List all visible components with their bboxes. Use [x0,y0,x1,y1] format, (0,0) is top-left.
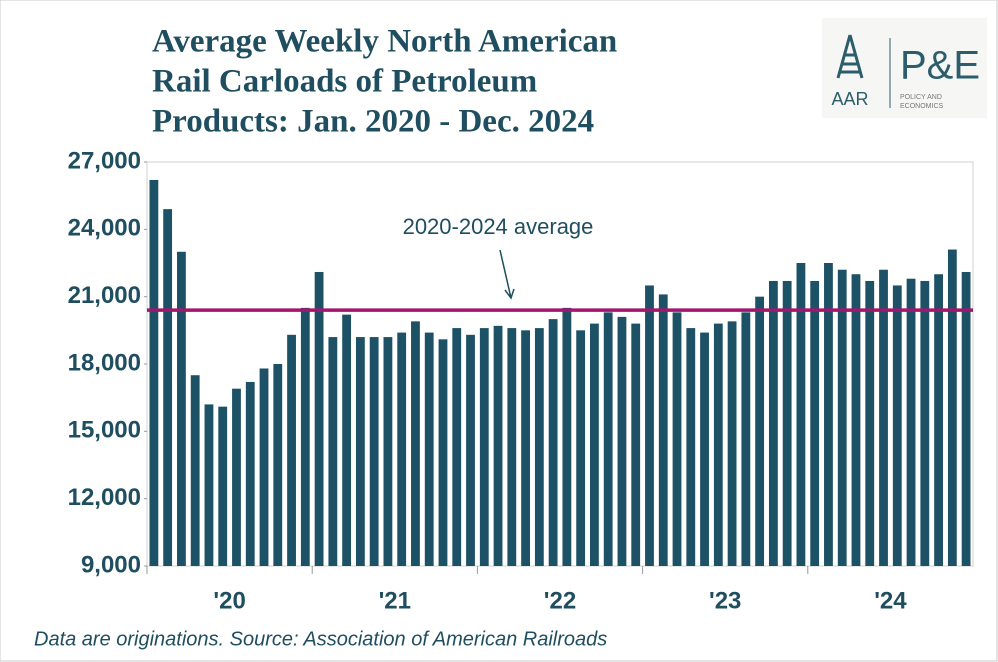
bar [645,285,654,566]
annotation-arrow [499,249,515,300]
logo-icon [836,34,864,79]
bar [686,328,696,566]
bar [617,316,627,566]
bar [947,249,957,567]
bar [548,319,558,566]
bar [190,375,200,566]
bar [934,274,943,566]
bar [851,274,861,566]
x-tick-label: '20 [213,587,245,614]
bar [713,323,723,566]
bar [603,312,613,566]
bar [796,263,806,566]
bar [328,337,338,566]
bar [479,328,489,566]
bar [590,323,599,566]
bar [576,330,586,566]
y-tick-label: 27,000 [68,147,141,174]
bar [232,388,241,566]
chart-title: Rail Carloads of Petroleum [152,64,537,100]
bar [521,330,530,566]
bar [218,406,228,566]
x-tick-label: '22 [544,587,576,614]
bar [369,337,379,566]
bar [452,328,462,566]
logo: AAR P&E POLICY AND ECONOMICS [822,18,987,118]
bar [507,328,517,566]
logo-text: AAR [831,89,868,109]
bar [700,332,709,566]
bar [741,312,751,566]
bar [163,209,173,566]
x-tick-label: '21 [379,587,411,614]
bar [534,328,544,566]
annotation: 2020-2024 average [403,214,594,239]
bar [411,321,420,566]
bar [438,339,448,566]
bar [961,271,971,566]
logo-bg [822,18,987,118]
bar [658,294,668,566]
logo-text: ECONOMICS [900,103,944,110]
bar [824,263,833,566]
bar [149,179,159,566]
footnote: Data are originations. Source: Associati… [34,628,607,650]
bar [287,334,296,566]
y-tick-label: 15,000 [68,417,141,444]
bar [562,307,572,566]
bar [727,321,737,566]
logo-text: POLICY AND [900,94,942,101]
bar [631,323,641,566]
y-tick-label: 24,000 [68,215,141,242]
bar [906,278,916,566]
bar [892,285,902,566]
bar [466,334,475,566]
y-tick-label: 12,000 [68,484,141,511]
bar [920,280,930,566]
bar [355,337,365,566]
bar [837,269,847,566]
bar [424,332,434,566]
bar [810,280,820,566]
bar [383,337,393,566]
bar [300,307,310,566]
bar [755,296,765,566]
logo-text: P&E [900,44,980,88]
bar [245,381,255,566]
chart-title: Average Weekly North American [152,24,617,60]
bar [782,280,792,566]
y-tick-label: 9,000 [81,551,141,578]
y-tick-label: 18,000 [68,349,141,376]
bar [768,280,778,566]
bar [259,368,269,566]
bar [314,271,324,566]
bar [177,251,186,566]
x-tick-label: '24 [874,587,907,614]
bar [397,332,407,566]
x-tick-label: '23 [709,587,741,614]
bar [273,364,283,566]
chart-title: Products: Jan. 2020 - Dec. 2024 [152,104,594,140]
bar [204,404,214,566]
y-tick-label: 21,000 [68,282,141,309]
bar [879,269,888,566]
bar [342,314,352,566]
bar [865,280,875,566]
bar [672,312,682,566]
bar [493,325,503,566]
